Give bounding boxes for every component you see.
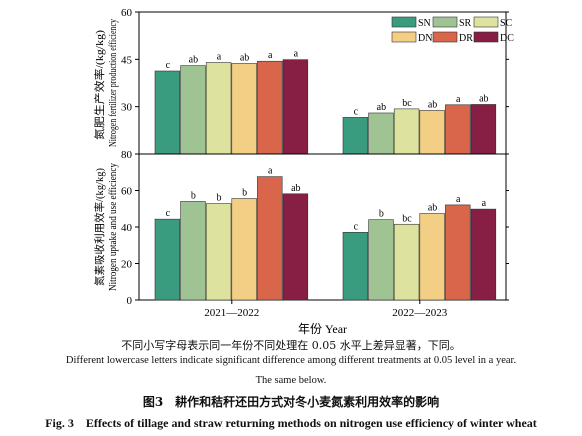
bar-letter: bc [402, 213, 412, 224]
caption-title-zh: 图3 耕作和秸秆还田方式对冬小麦氮素利用效率的影响 [142, 395, 440, 409]
bar-dr [445, 104, 471, 155]
bar-sr [180, 65, 206, 155]
bar-letter: a [268, 166, 273, 177]
bar-sc [205, 62, 232, 155]
y-axis-label-zh: 氮肥生产效率/(kg/kg) [93, 29, 106, 140]
bar-letter: ab [291, 183, 300, 194]
bar-letter: a [456, 194, 461, 205]
legend-swatch-dc [473, 31, 499, 43]
y-tick-label: 60 [121, 186, 133, 198]
bar-sr [180, 201, 206, 301]
bar-sn [154, 70, 181, 155]
x-axis: 2021—2022 2022—2023 年份 Year [204, 300, 448, 336]
bar-letter: c [354, 221, 359, 232]
bar-letter: c [166, 208, 171, 219]
legend-label-sr: SR [459, 18, 472, 29]
bar-sn [342, 231, 369, 301]
x-tick-label: 2021—2022 [204, 307, 259, 319]
bar-dn [231, 63, 257, 155]
y-tick-label: 40 [121, 222, 133, 234]
bar-dn [419, 213, 445, 301]
bar-letter: a [482, 198, 487, 209]
bar-letter: bc [402, 98, 412, 109]
bar-dr [257, 176, 283, 301]
legend: SN SR SC DN DR DC [391, 16, 514, 44]
bar-sr [368, 219, 394, 301]
bar-dc [282, 59, 309, 155]
bar-dn [231, 198, 257, 301]
y-axis-label: 氮素吸收利用效率/(kg/kg) Nitrogen uptake and use … [93, 162, 119, 291]
x-axis-title: 年份 Year [298, 322, 347, 336]
y-tick-label: 60 [121, 7, 133, 19]
bar-letter: ab [240, 52, 249, 63]
bar-letter: ab [479, 93, 488, 104]
bar-letter: ab [189, 55, 198, 66]
bar-dr [445, 204, 471, 301]
legend-label-sn: SN [418, 18, 431, 29]
bar-letter: b [217, 193, 222, 204]
legend-swatch-dn [391, 31, 417, 43]
caption-note-zh: 不同小写字母表示同一年份不同处理在 0.05 水平上差异显著，下同。 [121, 339, 461, 352]
bar-dr [257, 60, 283, 155]
bar-dn [419, 110, 445, 155]
y-tick-label: 45 [121, 54, 133, 66]
y-tick-label: 80 [121, 149, 133, 161]
caption-title-en: Fig. 3 Effects of tillage and straw retu… [45, 416, 537, 430]
legend-swatch-dr [432, 31, 458, 43]
bar-letter: a [268, 50, 273, 61]
y-tick-label: 30 [121, 102, 133, 114]
caption-note-en: Different lowercase letters indicate sig… [65, 355, 517, 366]
bar-letter: a [217, 51, 222, 62]
y-axis-label: 氮肥生产效率/(kg/kg) Nitrogen fertilizer produc… [93, 18, 119, 147]
legend-swatch-sc [473, 16, 499, 28]
legend-label-dn: DN [418, 33, 432, 44]
legend-label-dr: DR [459, 33, 473, 44]
bar-letter: b [379, 209, 384, 220]
caption-note-en-2: The same below. [255, 375, 327, 386]
bar-letter: b [191, 190, 196, 201]
legend-swatch-sr [432, 16, 458, 28]
bar-sn [342, 117, 369, 155]
bar-sn [154, 218, 181, 301]
bar-sc [205, 203, 232, 301]
bar-letter: a [294, 49, 299, 60]
bar-letter: b [242, 188, 247, 199]
bar-letter: c [354, 106, 359, 117]
bar-letter: ab [428, 99, 437, 110]
y-axis-label-en: Nitrogen uptake and use efficiency [108, 162, 119, 291]
y-axis-label-en: Nitrogen fertilizer production efficienc… [108, 18, 119, 147]
bar-letter: c [166, 60, 171, 71]
bar-letter: ab [377, 102, 386, 113]
bar-letter: ab [428, 202, 437, 213]
bar-dc [470, 104, 497, 155]
legend-label-dc: DC [500, 33, 514, 44]
y-tick-label: 20 [121, 259, 133, 271]
legend-label-sc: SC [500, 18, 513, 29]
y-tick-label: 0 [127, 295, 133, 307]
bar-dc [470, 208, 497, 301]
bar-dc [282, 193, 309, 301]
bar-sc [393, 108, 420, 155]
bar-sr [368, 112, 394, 155]
bar-sc [393, 223, 420, 301]
x-tick-label: 2022—2023 [392, 307, 448, 319]
bar-letter: a [456, 94, 461, 105]
legend-swatch-sn [391, 16, 417, 28]
y-axis-label-zh: 氮素吸收利用效率/(kg/kg) [93, 167, 106, 286]
